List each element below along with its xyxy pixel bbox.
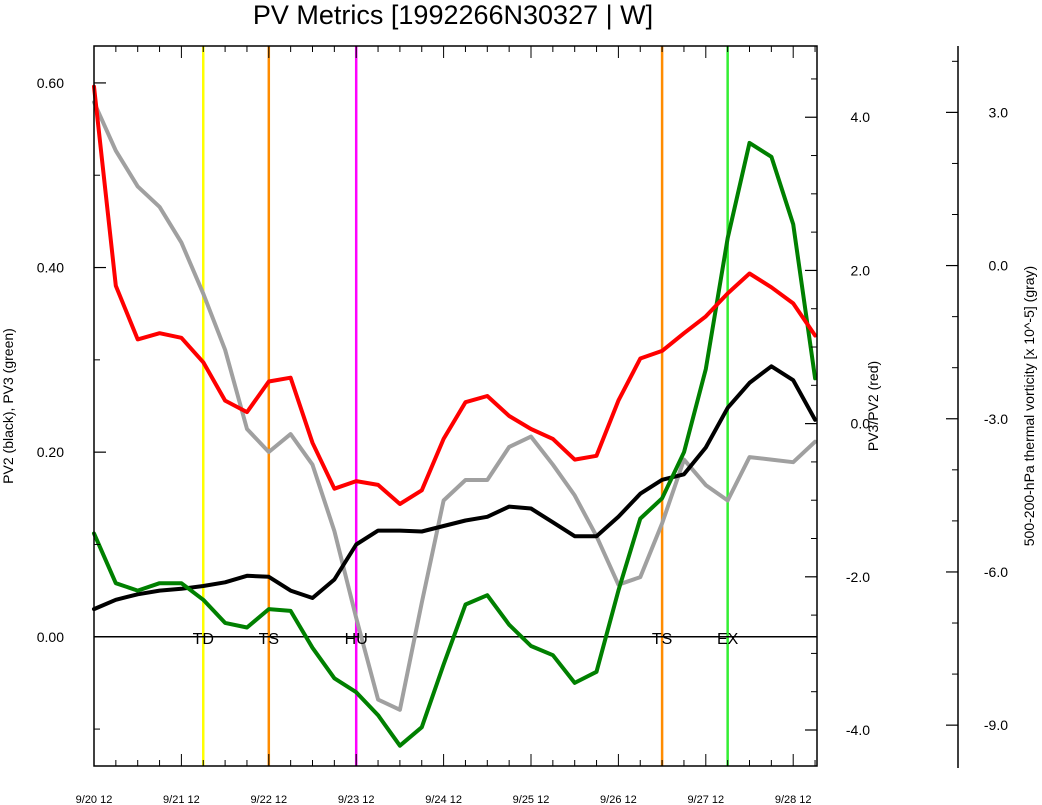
left-tick-label: 0.40	[37, 260, 64, 276]
left-axis-title: PV2 (black), PV3 (green)	[0, 328, 16, 484]
x-tick-label: 9/22 12	[250, 794, 287, 805]
stage-label-ex-4: EX	[717, 631, 739, 648]
stage-labels: TD TS HU TS EX	[193, 631, 739, 648]
stage-label-ts-3: TS	[652, 631, 672, 648]
series-line-0	[92, 364, 818, 612]
stage-label-hu-2: HU	[345, 631, 368, 648]
plot-frame	[93, 45, 818, 767]
stage-label-td-0: TD	[193, 631, 214, 648]
series-lines	[92, 84, 818, 748]
right-tick-label: -2.0	[846, 569, 870, 585]
far-right-tick-label: -3.0	[984, 411, 1008, 427]
chart-title: PV Metrics [1992266N30327 | W]	[253, 0, 653, 30]
x-tick-label: 9/27 12	[687, 794, 724, 805]
x-tick-label: 9/25 12	[513, 794, 550, 805]
right-tick-label: 2.0	[851, 262, 871, 278]
left-tick-label: 0.20	[37, 444, 64, 460]
far-right-axis-title: 500-200-hPa thermal vorticity [x 10^-5] …	[1021, 266, 1037, 546]
right-tick-label: -4.0	[846, 722, 870, 738]
far-right-tick-label: -9.0	[984, 717, 1008, 733]
x-tick-label: 9/23 12	[338, 794, 375, 805]
series-line-3	[92, 100, 818, 712]
right-axis-title: PV3/PV2 (red)	[865, 361, 881, 451]
x-tick-label: 9/21 12	[163, 794, 200, 805]
left-tick-label: 0.00	[37, 629, 64, 645]
left-tick-label: 0.60	[37, 75, 64, 91]
stage-label-ts-1: TS	[259, 631, 279, 648]
x-tick-label: 9/26 12	[600, 794, 637, 805]
right-tick-label: 0.0	[851, 416, 871, 432]
far-right-tick-label: 0.0	[989, 258, 1009, 274]
far-right-tick-label: -6.0	[984, 564, 1008, 580]
right-tick-label: 4.0	[851, 109, 871, 125]
far-right-tick-label: 3.0	[989, 104, 1009, 120]
axes: 0.60 0.40 0.20 0.00 4.0 2.0 0.0 -2.0 -4.0 3.0 0.0 -…	[37, 46, 1008, 805]
series-line-1	[92, 140, 818, 748]
x-tick-label: 9/28 12	[775, 794, 812, 805]
series-line-2	[92, 84, 818, 506]
x-tick-label: 9/24 12	[425, 794, 462, 805]
x-tick-label: 9/20 12	[76, 794, 113, 805]
